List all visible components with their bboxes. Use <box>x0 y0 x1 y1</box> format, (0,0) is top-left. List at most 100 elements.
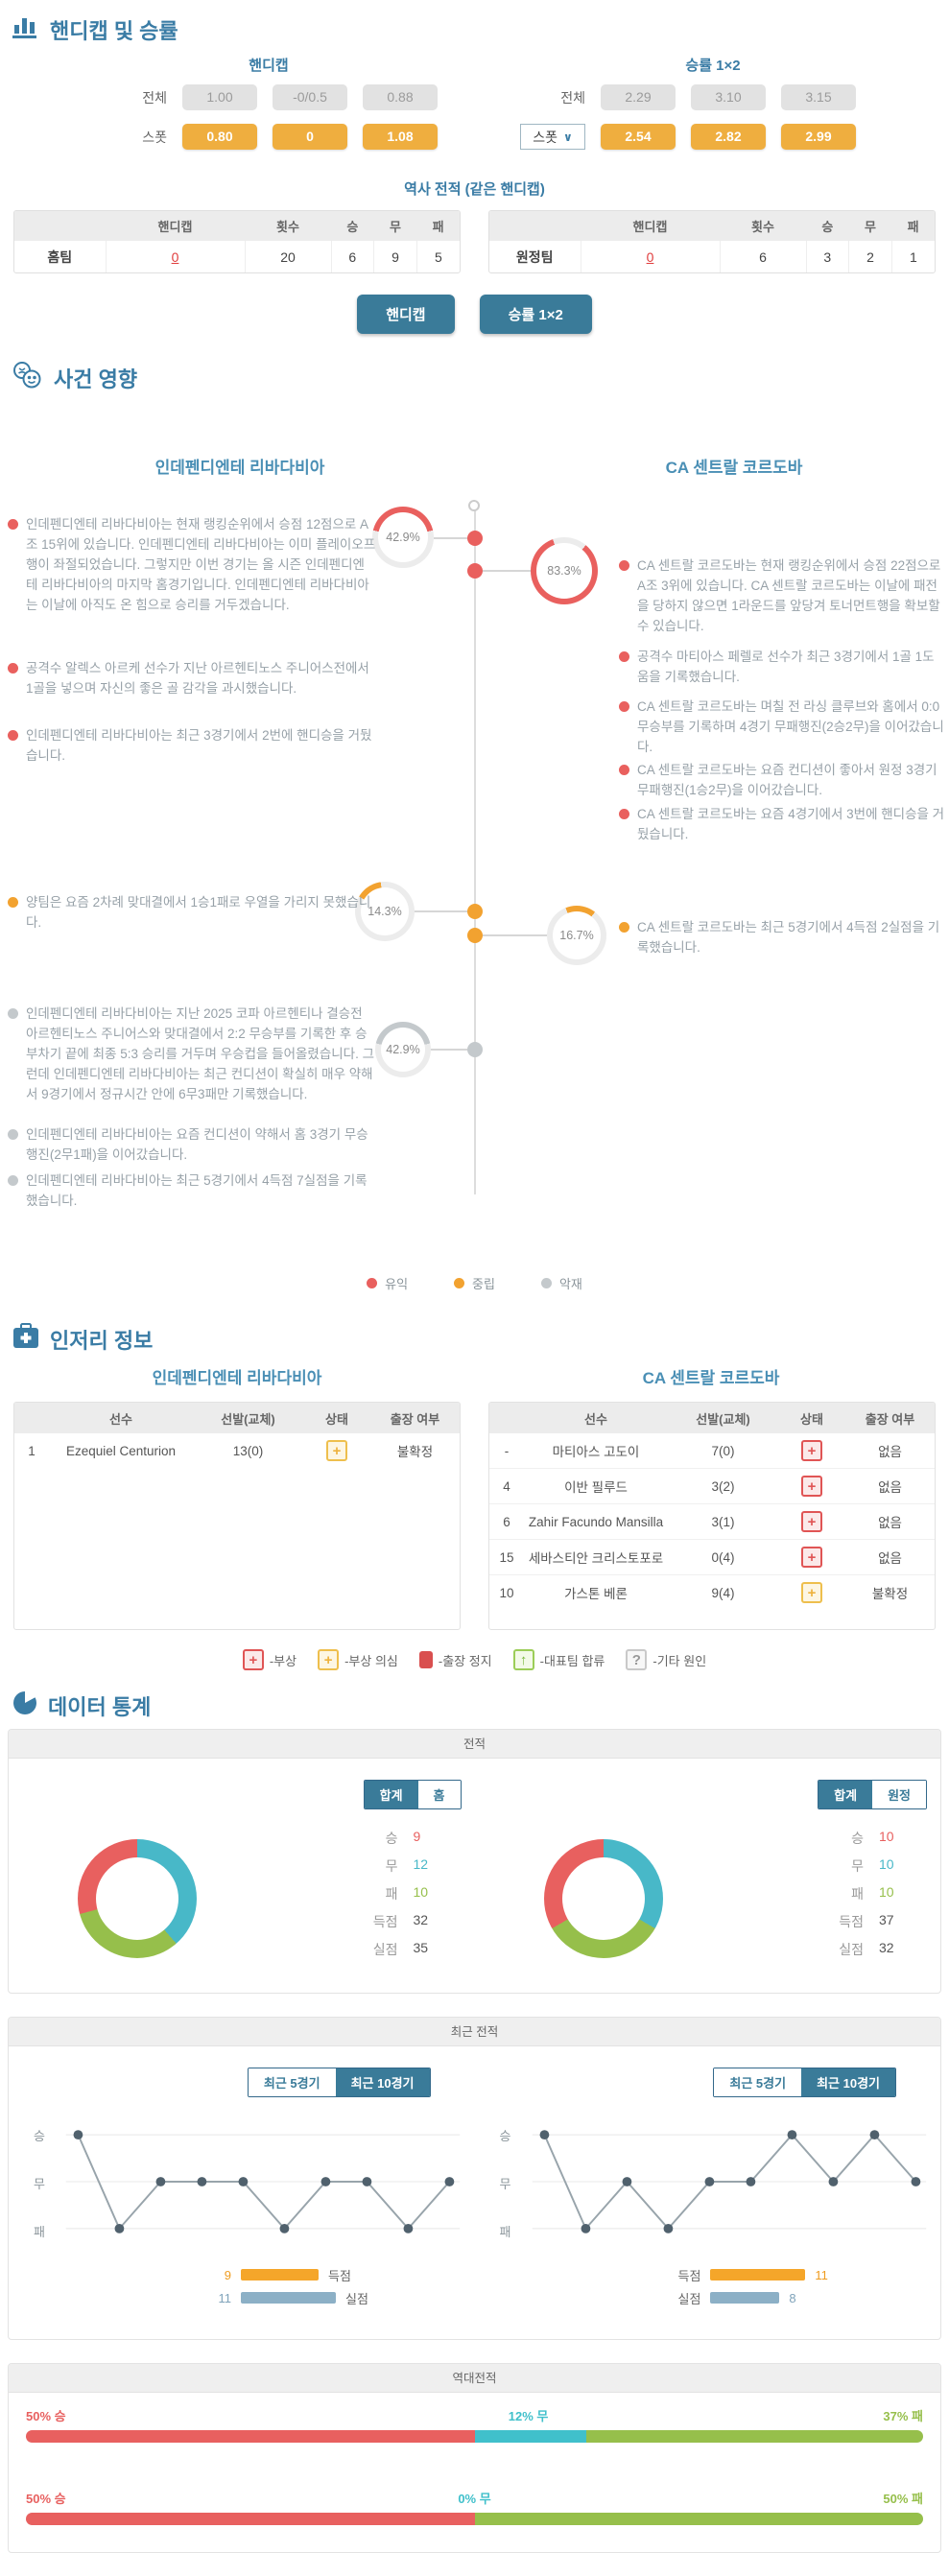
neutral-bullet-icon <box>619 922 629 933</box>
good-bullet-icon <box>619 809 629 819</box>
row-label-all: 전체 <box>142 89 167 106</box>
events-section-title: 사건 영향 <box>54 366 138 391</box>
home-handicap-link[interactable]: 0 <box>171 248 179 265</box>
away-goals-bars: 득점 11 실점 8 <box>677 2267 941 2306</box>
legend-label: -부상 <box>269 1653 297 1668</box>
stat-value: 10 <box>879 1884 894 1900</box>
scored-label: 득점 <box>328 2268 351 2283</box>
event-item: CA 센트랄 코르도바는 요즘 컨디션이 좋아서 원정 3경기 무패행진(1승2… <box>619 761 945 801</box>
connector-line <box>414 910 467 912</box>
scored-label: 득점 <box>677 2268 701 2283</box>
tab-last10[interactable]: 최근 10경기 <box>335 2068 430 2096</box>
event-item: 인데펜디엔테 리바다비아는 지난 2025 코파 아르헨티나 결승전 아르헨티노… <box>8 1004 376 1105</box>
odds-value: 1.08 <box>363 124 438 150</box>
injury-icon: + <box>801 1476 822 1497</box>
odds-value: 2.82 <box>691 124 766 150</box>
event-item: CA 센트랄 코르도바는 최근 5경기에서 4득점 2실점을 기록했습니다. <box>619 918 945 958</box>
bad-bullet-icon <box>8 1129 18 1140</box>
player-name: Zahir Facundo Mansilla <box>524 1503 668 1540</box>
col-draw: 무 <box>373 211 417 241</box>
away-handicap-link[interactable]: 0 <box>646 248 654 265</box>
spot-dropdown[interactable]: 스폿 ∨ <box>520 124 585 150</box>
stat-value: 32 <box>413 1912 429 1927</box>
legend-label: 중립 <box>472 1277 495 1291</box>
timeline-line <box>474 508 476 1194</box>
player-availability: 없음 <box>845 1468 935 1504</box>
injury-suspect-icon: + <box>801 1582 822 1603</box>
col-apps: 선발(교체) <box>668 1403 778 1433</box>
col-player: 선수 <box>49 1403 193 1433</box>
scored-value: 11 <box>815 2267 828 2282</box>
handicap-odds-title: 핸디캡 <box>249 58 289 74</box>
handicap-button[interactable]: 핸디캡 <box>357 295 455 334</box>
player-number: 10 <box>499 1585 514 1600</box>
scored-value: 9 <box>224 2267 231 2282</box>
odds-value: -0/0.5 <box>273 84 347 110</box>
tab-away[interactable]: 원정 <box>872 1781 926 1808</box>
win-pct-label: 50% 승 <box>26 2492 66 2506</box>
h2h-panel-title: 역대전적 <box>9 2364 940 2393</box>
stats-section-header: 데이터 통계 <box>0 1676 949 1729</box>
tab-total[interactable]: 합계 <box>819 1781 873 1808</box>
h2h-panel: 역대전적 50% 승 12% 무 37% 패 50% 승 0% 무 50% 패 <box>8 2363 941 2553</box>
stat-label: 무 <box>385 1858 398 1874</box>
player-availability: 불확정 <box>871 1587 909 1601</box>
stat-value: 10 <box>413 1884 429 1900</box>
draw-pct-label: 0% 무 <box>458 2492 491 2506</box>
tab-total[interactable]: 합계 <box>364 1781 418 1808</box>
tab-home[interactable]: 홈 <box>417 1781 461 1808</box>
home-team-label: 홈팀 <box>14 241 107 272</box>
home-recent-half: 최근 5경기 최근 10경기 승 무 패 <box>9 2046 475 2339</box>
home-history-table: 핸디캡 횟수 승 무 패 홈팀 0 20 6 9 5 <box>13 210 461 273</box>
legend-label: 유익 <box>385 1277 409 1291</box>
tab-last5[interactable]: 최근 5경기 <box>714 2068 802 2096</box>
event-item: 인데펜디엔테 리바다비아는 현재 랭킹순위에서 승점 12점으로 A조 15위에… <box>8 515 376 616</box>
draw-pct-label: 12% 무 <box>508 2409 549 2423</box>
tab-last10[interactable]: 최근 10경기 <box>801 2068 895 2096</box>
odds-1x2-button[interactable]: 승률 1×2 <box>479 295 592 334</box>
event-item: 공격수 알렉스 아르케 선수가 지난 아르헨티노스 주니어스전에서 1골을 넣으… <box>8 659 376 699</box>
legend-label: -부상 의심 <box>344 1653 398 1668</box>
conceded-label: 실점 <box>677 2291 701 2306</box>
player-number: 1 <box>28 1443 36 1458</box>
event-item: 공격수 마티아스 페렐로 선수가 최근 3경기에서 1골 1도움을 기록했습니다… <box>619 648 945 688</box>
table-row: 6 Zahir Facundo Mansilla 3(1) + 없음 <box>489 1503 935 1540</box>
row-label-spot: 스폿 <box>142 129 167 145</box>
neutral-legend-icon <box>454 1278 465 1288</box>
col-draw: 무 <box>848 211 892 241</box>
player-apps: 9(4) <box>711 1585 735 1600</box>
red-card-icon <box>418 1651 433 1668</box>
stat-value: 10 <box>879 1856 894 1872</box>
smiley-faces-icon <box>12 361 44 394</box>
table-row: - 마티아스 고도이 7(0) + 없음 <box>489 1433 935 1469</box>
player-number: 6 <box>489 1503 524 1540</box>
stat-label: 득점 <box>839 1914 864 1929</box>
timeline-dot-neutral <box>467 904 483 919</box>
event-item: 양팀은 요즘 2차례 맞대결에서 1승1패로 우열을 가리지 못했습니다. <box>8 893 376 934</box>
good-bullet-icon <box>619 701 629 712</box>
home-record-donut <box>78 1838 197 1958</box>
player-name: 세바스티안 크리스토포로 <box>524 1539 668 1575</box>
stat-label: 패 <box>851 1886 864 1902</box>
odds-area: 핸디캡 전체 1.00 -0/0.5 0.88 스폿 0.80 0 1.08 승… <box>0 53 949 163</box>
events-legend: 유익 중립 악재 <box>0 1274 949 1292</box>
row-label-all: 전체 <box>560 89 585 106</box>
away-good-gauge: 83.3% <box>531 537 598 604</box>
col-apps: 선발(교체) <box>193 1403 303 1433</box>
player-number: 15 <box>489 1539 524 1575</box>
stat-value: 37 <box>879 1912 894 1927</box>
chart-axis-labels: 승 무 패 <box>34 2129 45 2239</box>
event-item: CA 센트랄 코르도바는 현재 랭킹순위에서 승점 22점으로 A조 3위에 있… <box>619 556 945 637</box>
event-item: 인데펜디엔테 리바다비아는 요즘 컨디션이 약해서 홈 3경기 무승행진(2무1… <box>8 1125 376 1166</box>
conceded-label: 실점 <box>345 2291 368 2306</box>
chevron-down-icon: ∨ <box>563 130 573 144</box>
table-row: 원정팀 0 6 3 2 1 <box>489 241 935 272</box>
handicap-section-header: 핸디캡 및 승률 <box>0 0 949 53</box>
tab-last5[interactable]: 최근 5경기 <box>248 2068 336 2096</box>
home-count: 20 <box>245 241 332 272</box>
good-bullet-icon <box>8 519 18 530</box>
events-timeline: 인데펜디엔테 리바다비아 CA 센트랄 코르도바 42.9% 83.3% 14.… <box>0 408 949 1310</box>
recent-panel: 최근 전적 최근 5경기 최근 10경기 승 무 패 <box>8 2017 941 2340</box>
neutral-bullet-icon <box>8 897 18 908</box>
away-count: 6 <box>720 241 807 272</box>
